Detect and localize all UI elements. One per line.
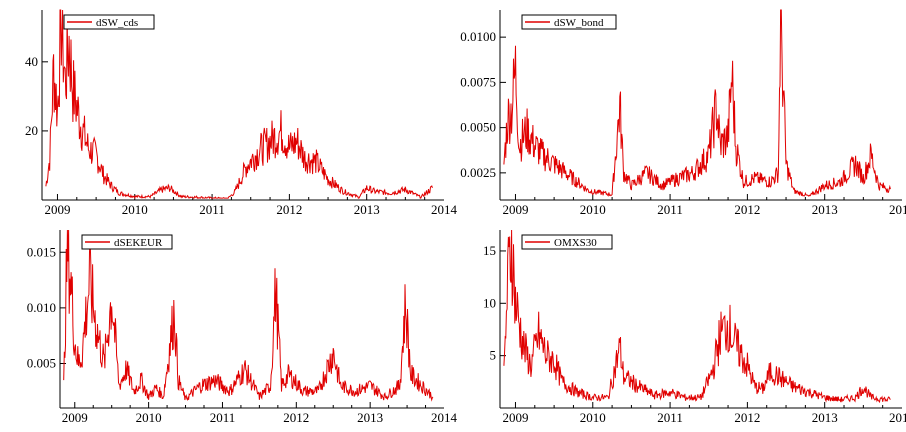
legend-label: dSW_bond: [554, 17, 604, 29]
legend-label: dSEKEUR: [114, 237, 163, 249]
y-tick-label: 0.010: [27, 300, 56, 315]
series-line-OMXS30: [503, 229, 891, 404]
x-tick-label: 2009: [502, 410, 528, 425]
y-tick-label: 0.0025: [460, 165, 496, 180]
x-tick-label: 2009: [502, 202, 528, 217]
x-tick-label: 2014: [431, 202, 458, 217]
y-tick-label: 0.0100: [460, 29, 496, 44]
legend-label: dSW_cds: [96, 17, 138, 29]
series-line-dSEKEUR: [63, 229, 434, 402]
x-tick-label: 2012: [734, 410, 760, 425]
x-tick-label: 2011: [199, 202, 225, 217]
x-tick-label: 2011: [210, 410, 236, 425]
x-tick-label: 2010: [122, 202, 148, 217]
x-tick-label: 2010: [136, 410, 162, 425]
x-tick-label: 2012: [734, 202, 760, 217]
x-tick-label: 2011: [657, 202, 683, 217]
x-tick-label: 2013: [357, 410, 383, 425]
legend-label: OMXS30: [554, 237, 597, 249]
y-tick-label: 20: [25, 123, 38, 138]
x-tick-label: 2009: [62, 410, 88, 425]
y-tick-label: 0.005: [27, 356, 56, 371]
x-tick-label: 2009: [44, 202, 70, 217]
legend-box: [63, 14, 155, 30]
y-tick-label: 0.0075: [460, 74, 496, 89]
x-tick-label: 2014: [889, 410, 906, 425]
legend-box: [521, 234, 613, 250]
y-tick-label: 5: [490, 348, 497, 363]
x-tick-label: 2013: [354, 202, 380, 217]
y-tick-label: 40: [25, 54, 38, 69]
y-tick-label: 0.0050: [460, 120, 496, 135]
x-tick-label: 2010: [580, 410, 606, 425]
x-tick-label: 2014: [431, 410, 458, 425]
x-tick-label: 2013: [812, 410, 838, 425]
legend-box: [81, 234, 173, 250]
chart-panel-3: 2009 2010 2011 2012 2013 2014 0.005 0.010 0.015 d…: [27, 229, 458, 425]
x-tick-label: 2014: [889, 202, 906, 217]
x-tick-label: 2011: [657, 410, 683, 425]
y-tick-label: 15: [483, 243, 496, 258]
x-tick-label: 2013: [812, 202, 838, 217]
y-tick-label: 0.015: [27, 244, 56, 259]
chart-panel-1: 2009 2010 2011 2012 2013 2014 20 40 dSW_cds: [25, 9, 458, 217]
x-tick-label: 2012: [276, 202, 302, 217]
x-tick-label: 2012: [283, 410, 309, 425]
series-line-dSW_bond: [503, 9, 891, 197]
chart-panel-2: 2009 2010 2011 2012 2013 2014 0.0025 0.0050 0.00…: [460, 9, 906, 217]
chart-panel-4: 2009 2010 2011 2012 2013 2014 5 10 15 OMXS30: [483, 229, 906, 425]
y-tick-label: 10: [483, 295, 496, 310]
legend-box: [521, 14, 617, 30]
series-line-dSW_cds: [45, 9, 433, 200]
x-tick-label: 2010: [580, 202, 606, 217]
